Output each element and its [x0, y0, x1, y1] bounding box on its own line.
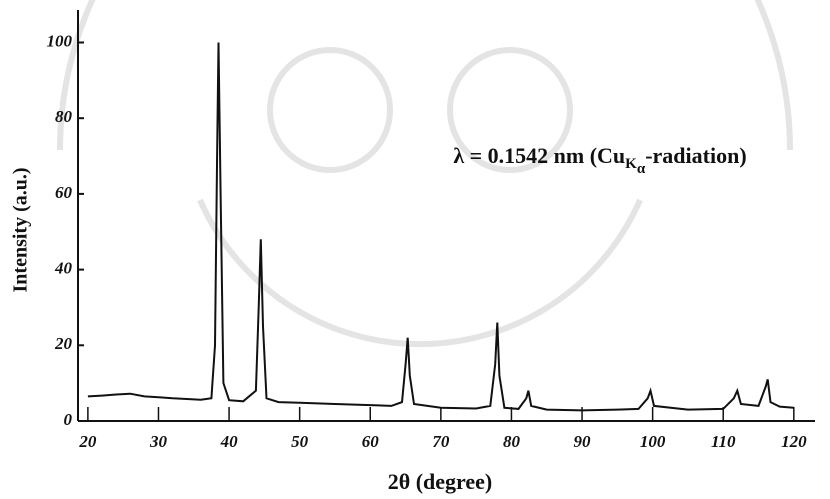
x-tick-label: 50: [291, 432, 309, 451]
y-tick-label: 0: [64, 410, 73, 429]
y-tick-label: 40: [54, 259, 73, 278]
watermark: [57, 0, 793, 348]
x-tick-label: 90: [574, 432, 592, 451]
x-tick-label: 70: [432, 432, 450, 451]
x-tick-label: 60: [362, 432, 380, 451]
y-tick-label: 100: [47, 31, 73, 50]
x-tick-label: 30: [149, 432, 168, 451]
data-line: [87, 42, 794, 412]
x-axis-label: 2θ (degree): [388, 469, 493, 494]
annotation: λ = 0.1542 nm (CuKα-radiation): [453, 143, 746, 177]
x-tick-label: 80: [503, 432, 521, 451]
y-tick-label: 20: [54, 334, 73, 353]
x-tick-label: 110: [711, 432, 736, 451]
x-tick-label: 20: [78, 432, 97, 451]
x-tick-label: 120: [781, 432, 807, 451]
x-tick-label: 100: [640, 432, 666, 451]
y-axis-label: Intensity (a.u.): [10, 167, 32, 292]
y-tick-label: 80: [55, 107, 73, 126]
y-tick-label: 60: [55, 183, 73, 202]
x-tick-label: 40: [220, 432, 239, 451]
